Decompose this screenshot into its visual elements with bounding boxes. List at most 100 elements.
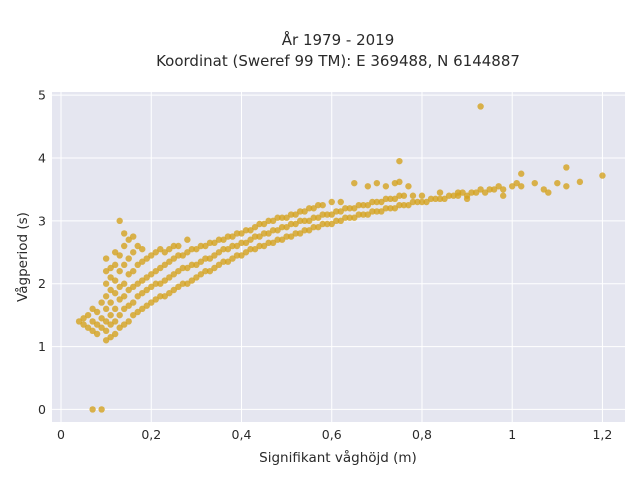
data-point — [170, 286, 178, 294]
data-point — [427, 195, 435, 203]
data-point — [161, 249, 168, 256]
data-point — [157, 293, 164, 300]
data-point — [369, 208, 376, 215]
data-point — [143, 302, 150, 309]
data-point — [463, 195, 471, 203]
data-point — [102, 267, 110, 275]
data-point — [450, 192, 457, 199]
data-point — [139, 258, 146, 265]
data-point — [333, 208, 340, 215]
data-point — [314, 214, 322, 221]
data-point — [305, 227, 313, 234]
data-point — [224, 258, 232, 265]
data-point — [296, 230, 304, 237]
data-point — [98, 324, 105, 331]
data-point — [418, 192, 426, 199]
data-point — [188, 261, 196, 269]
y-tick-label: 3 — [38, 213, 46, 228]
data-point — [278, 214, 286, 221]
data-point — [260, 230, 268, 237]
data-point — [116, 252, 123, 259]
data-point — [102, 280, 110, 287]
data-point — [125, 236, 132, 243]
data-point — [481, 189, 489, 196]
data-point — [130, 233, 137, 240]
data-point — [139, 277, 146, 284]
data-point — [364, 211, 372, 218]
data-point — [260, 242, 268, 250]
grid-lines — [52, 92, 625, 422]
data-point — [369, 198, 376, 206]
data-point — [287, 233, 295, 240]
data-point — [120, 293, 128, 300]
x-tick-label: 0,2 — [141, 427, 161, 442]
x-tick-label: 0 — [57, 427, 65, 442]
data-point — [116, 217, 123, 225]
data-point — [179, 264, 187, 272]
data-point — [206, 255, 214, 262]
data-point — [378, 198, 385, 206]
data-point — [328, 198, 335, 206]
data-point — [314, 223, 322, 231]
data-point — [116, 296, 123, 303]
data-point — [130, 299, 137, 306]
data-point — [400, 201, 408, 209]
data-point — [84, 311, 92, 319]
data-point — [152, 296, 159, 303]
data-point — [337, 208, 344, 215]
data-point — [283, 233, 290, 240]
data-point — [120, 261, 128, 269]
data-point — [396, 192, 403, 199]
data-point — [211, 239, 218, 247]
data-point — [324, 220, 331, 228]
data-point — [139, 289, 146, 297]
data-point — [292, 220, 299, 228]
data-point — [166, 245, 173, 253]
data-point — [563, 164, 570, 171]
data-point — [184, 264, 191, 272]
data-point — [441, 195, 448, 203]
data-point — [283, 223, 290, 231]
data-point — [251, 233, 259, 240]
data-point — [125, 255, 132, 262]
data-point — [202, 255, 209, 262]
data-point — [364, 183, 372, 190]
data-point — [116, 267, 123, 275]
data-point — [509, 183, 516, 190]
data-point — [102, 318, 110, 325]
data-point — [242, 249, 250, 256]
data-point — [139, 245, 146, 253]
data-point — [265, 230, 272, 237]
data-point — [477, 186, 484, 193]
data-point — [301, 217, 308, 225]
data-point — [409, 198, 417, 206]
data-point — [495, 183, 502, 190]
data-point — [373, 208, 381, 215]
data-point — [206, 267, 214, 275]
data-point — [98, 299, 105, 306]
data-point — [256, 242, 263, 250]
data-point — [242, 227, 250, 234]
data-point — [111, 318, 119, 325]
data-point — [193, 274, 200, 281]
data-point — [130, 283, 137, 291]
data-point — [84, 324, 92, 331]
data-point — [175, 252, 182, 259]
data-point — [224, 233, 232, 240]
data-point — [188, 245, 196, 253]
data-point — [342, 214, 349, 221]
y-tick-labels: 0 1 2 3 4 5 — [38, 88, 46, 417]
data-point — [125, 286, 132, 294]
data-point — [143, 255, 150, 262]
chart-title-line2: Koordinat (Sweref 99 TM): E 369488, N 61… — [156, 52, 520, 70]
data-point — [373, 198, 381, 206]
data-point — [391, 205, 399, 212]
data-point — [459, 189, 466, 196]
data-point — [93, 330, 101, 338]
data-point — [148, 271, 155, 278]
data-point — [116, 283, 123, 291]
data-point — [563, 183, 570, 190]
data-point — [125, 318, 132, 325]
data-point — [111, 261, 119, 269]
